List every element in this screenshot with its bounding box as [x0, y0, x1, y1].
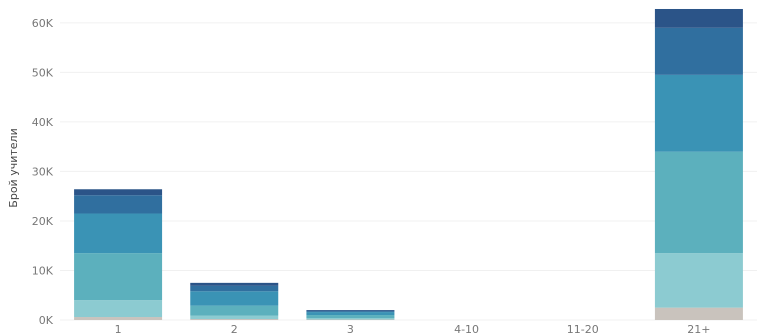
bar-segment[interactable]	[306, 318, 395, 320]
bar-segment[interactable]	[306, 312, 395, 316]
bar-segment[interactable]	[654, 253, 743, 308]
y-axis-title: Брой учители	[7, 128, 20, 207]
bar-segment[interactable]	[74, 189, 163, 196]
x-tick-label: 3	[347, 323, 354, 336]
bar-segment[interactable]	[74, 213, 163, 254]
x-tick-label: 11-20	[567, 323, 599, 336]
bar-segment[interactable]	[654, 151, 743, 254]
bar-segment[interactable]	[654, 27, 743, 75]
bar-segment[interactable]	[190, 282, 279, 286]
x-tick-label: 4-10	[454, 323, 479, 336]
bar-segment[interactable]	[654, 74, 743, 152]
bar-segment[interactable]	[654, 307, 743, 320]
bar-segment[interactable]	[74, 300, 163, 318]
bar-segment[interactable]	[190, 319, 279, 320]
gridlines	[60, 22, 757, 321]
y-tick-label: 0K	[39, 314, 54, 327]
x-tick-label: 2	[231, 323, 238, 336]
y-axis-ticks: 0K 10K 20K 30K 40K 50K 60K	[32, 17, 54, 327]
bar-segment[interactable]	[306, 310, 395, 312]
y-tick-label: 10K	[32, 264, 54, 277]
bar-segment[interactable]	[190, 285, 279, 292]
y-tick-label: 30K	[32, 165, 54, 178]
bar-segment[interactable]	[306, 315, 395, 319]
bar-segment[interactable]	[74, 317, 163, 320]
bar-segment[interactable]	[74, 253, 163, 301]
y-tick-label: 40K	[32, 116, 54, 129]
x-tick-label: 21+	[687, 323, 710, 336]
bar-segment[interactable]	[654, 8, 743, 28]
x-axis-ticks: 1 2 3 4-10 11-20 21+	[115, 323, 711, 336]
bars	[74, 8, 743, 320]
y-tick-label: 20K	[32, 215, 54, 228]
bar-segment[interactable]	[190, 305, 279, 316]
bar-segment[interactable]	[74, 195, 163, 214]
y-tick-label: 50K	[32, 66, 54, 79]
bar-segment[interactable]	[306, 311, 395, 313]
bar-segment[interactable]	[190, 315, 279, 320]
bar-segment[interactable]	[190, 291, 279, 306]
x-tick-label: 1	[115, 323, 122, 336]
y-tick-label: 60K	[32, 17, 54, 30]
